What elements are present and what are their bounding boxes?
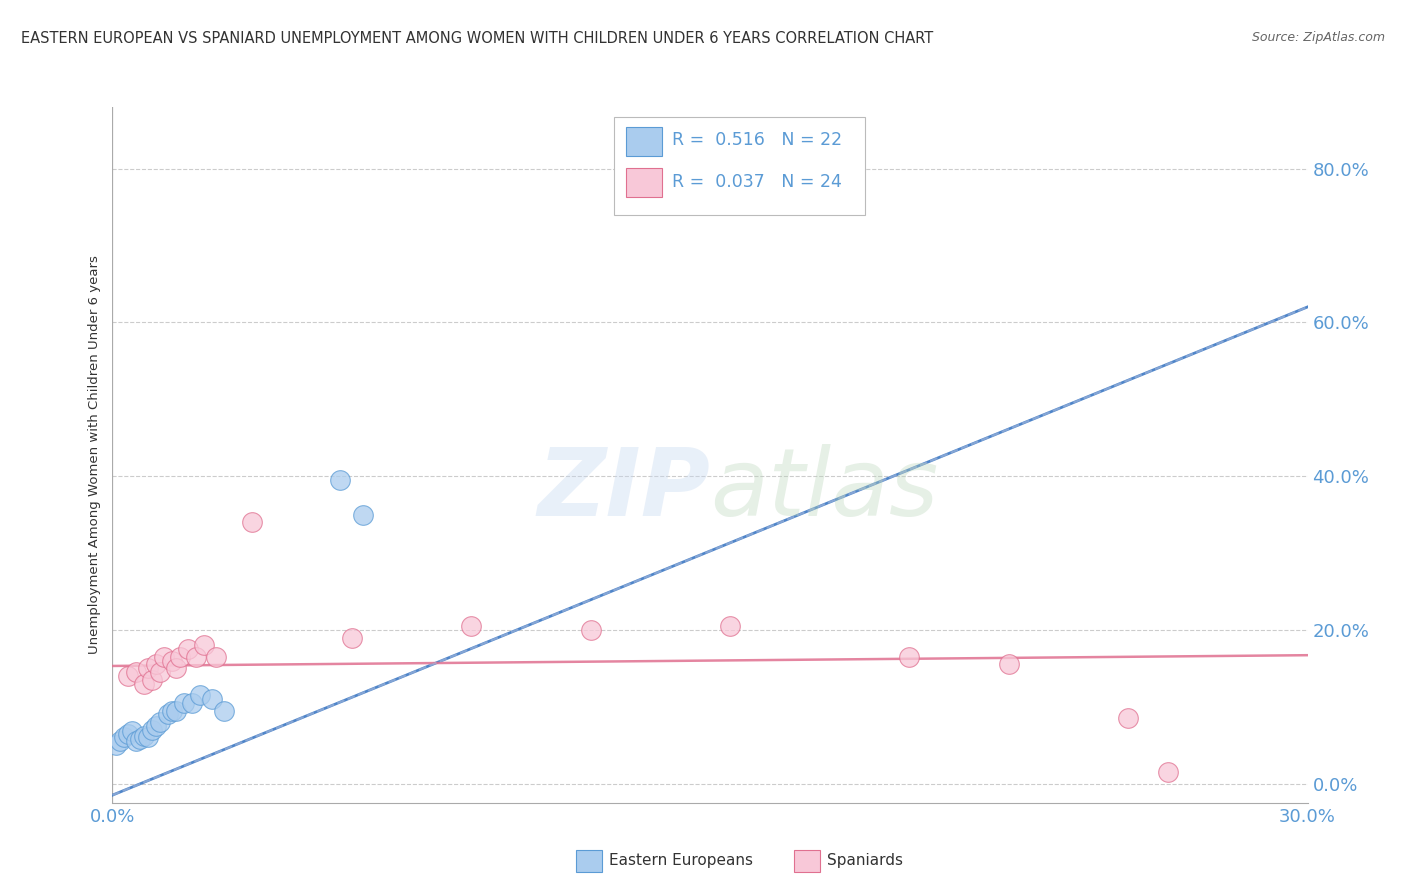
Point	[579, 623, 602, 637]
Point	[173, 696, 195, 710]
Text: Source: ZipAtlas.com: Source: ZipAtlas.com	[1251, 31, 1385, 45]
Point	[193, 638, 215, 652]
Point	[240, 515, 263, 529]
Point	[145, 657, 167, 672]
Point	[149, 715, 172, 730]
Point	[181, 696, 204, 710]
Point	[329, 473, 352, 487]
Point	[165, 661, 187, 675]
Point	[153, 649, 176, 664]
Point	[162, 654, 183, 668]
Point	[138, 661, 160, 675]
Text: Spaniards: Spaniards	[827, 854, 903, 868]
Point	[125, 665, 148, 679]
Point	[201, 692, 224, 706]
Point	[188, 688, 211, 702]
Point	[141, 723, 163, 737]
Point	[129, 731, 152, 746]
Point	[149, 665, 172, 679]
Point	[340, 631, 363, 645]
Point	[186, 649, 208, 664]
Text: Eastern Europeans: Eastern Europeans	[609, 854, 752, 868]
Point	[1118, 711, 1140, 725]
Point	[998, 657, 1021, 672]
Text: atlas: atlas	[710, 444, 938, 535]
Point	[212, 704, 235, 718]
Y-axis label: Unemployment Among Women with Children Under 6 years: Unemployment Among Women with Children U…	[89, 255, 101, 655]
Point	[110, 734, 132, 748]
Point	[121, 724, 143, 739]
Point	[177, 642, 200, 657]
Point	[205, 649, 228, 664]
Bar	[627, 169, 662, 197]
Point	[114, 731, 135, 745]
Point	[353, 508, 375, 522]
Bar	[614, 118, 866, 215]
Point	[145, 719, 167, 733]
Point	[141, 673, 163, 687]
Point	[157, 707, 180, 722]
Text: ZIP: ZIP	[537, 443, 710, 536]
Point	[165, 704, 187, 718]
Point	[134, 729, 156, 743]
Point	[125, 734, 148, 748]
Point	[718, 619, 741, 633]
Point	[105, 738, 128, 752]
Point	[117, 726, 139, 740]
Point	[898, 649, 921, 664]
Point	[134, 676, 156, 690]
Point	[169, 649, 191, 664]
Text: EASTERN EUROPEAN VS SPANIARD UNEMPLOYMENT AMONG WOMEN WITH CHILDREN UNDER 6 YEAR: EASTERN EUROPEAN VS SPANIARD UNEMPLOYMEN…	[21, 31, 934, 46]
Point	[117, 669, 139, 683]
Point	[162, 704, 183, 718]
Bar	[627, 127, 662, 156]
Point	[1157, 765, 1180, 780]
Text: R =  0.037   N = 24: R = 0.037 N = 24	[672, 173, 842, 191]
Point	[138, 731, 160, 745]
Point	[460, 619, 482, 633]
Text: R =  0.516   N = 22: R = 0.516 N = 22	[672, 131, 842, 150]
